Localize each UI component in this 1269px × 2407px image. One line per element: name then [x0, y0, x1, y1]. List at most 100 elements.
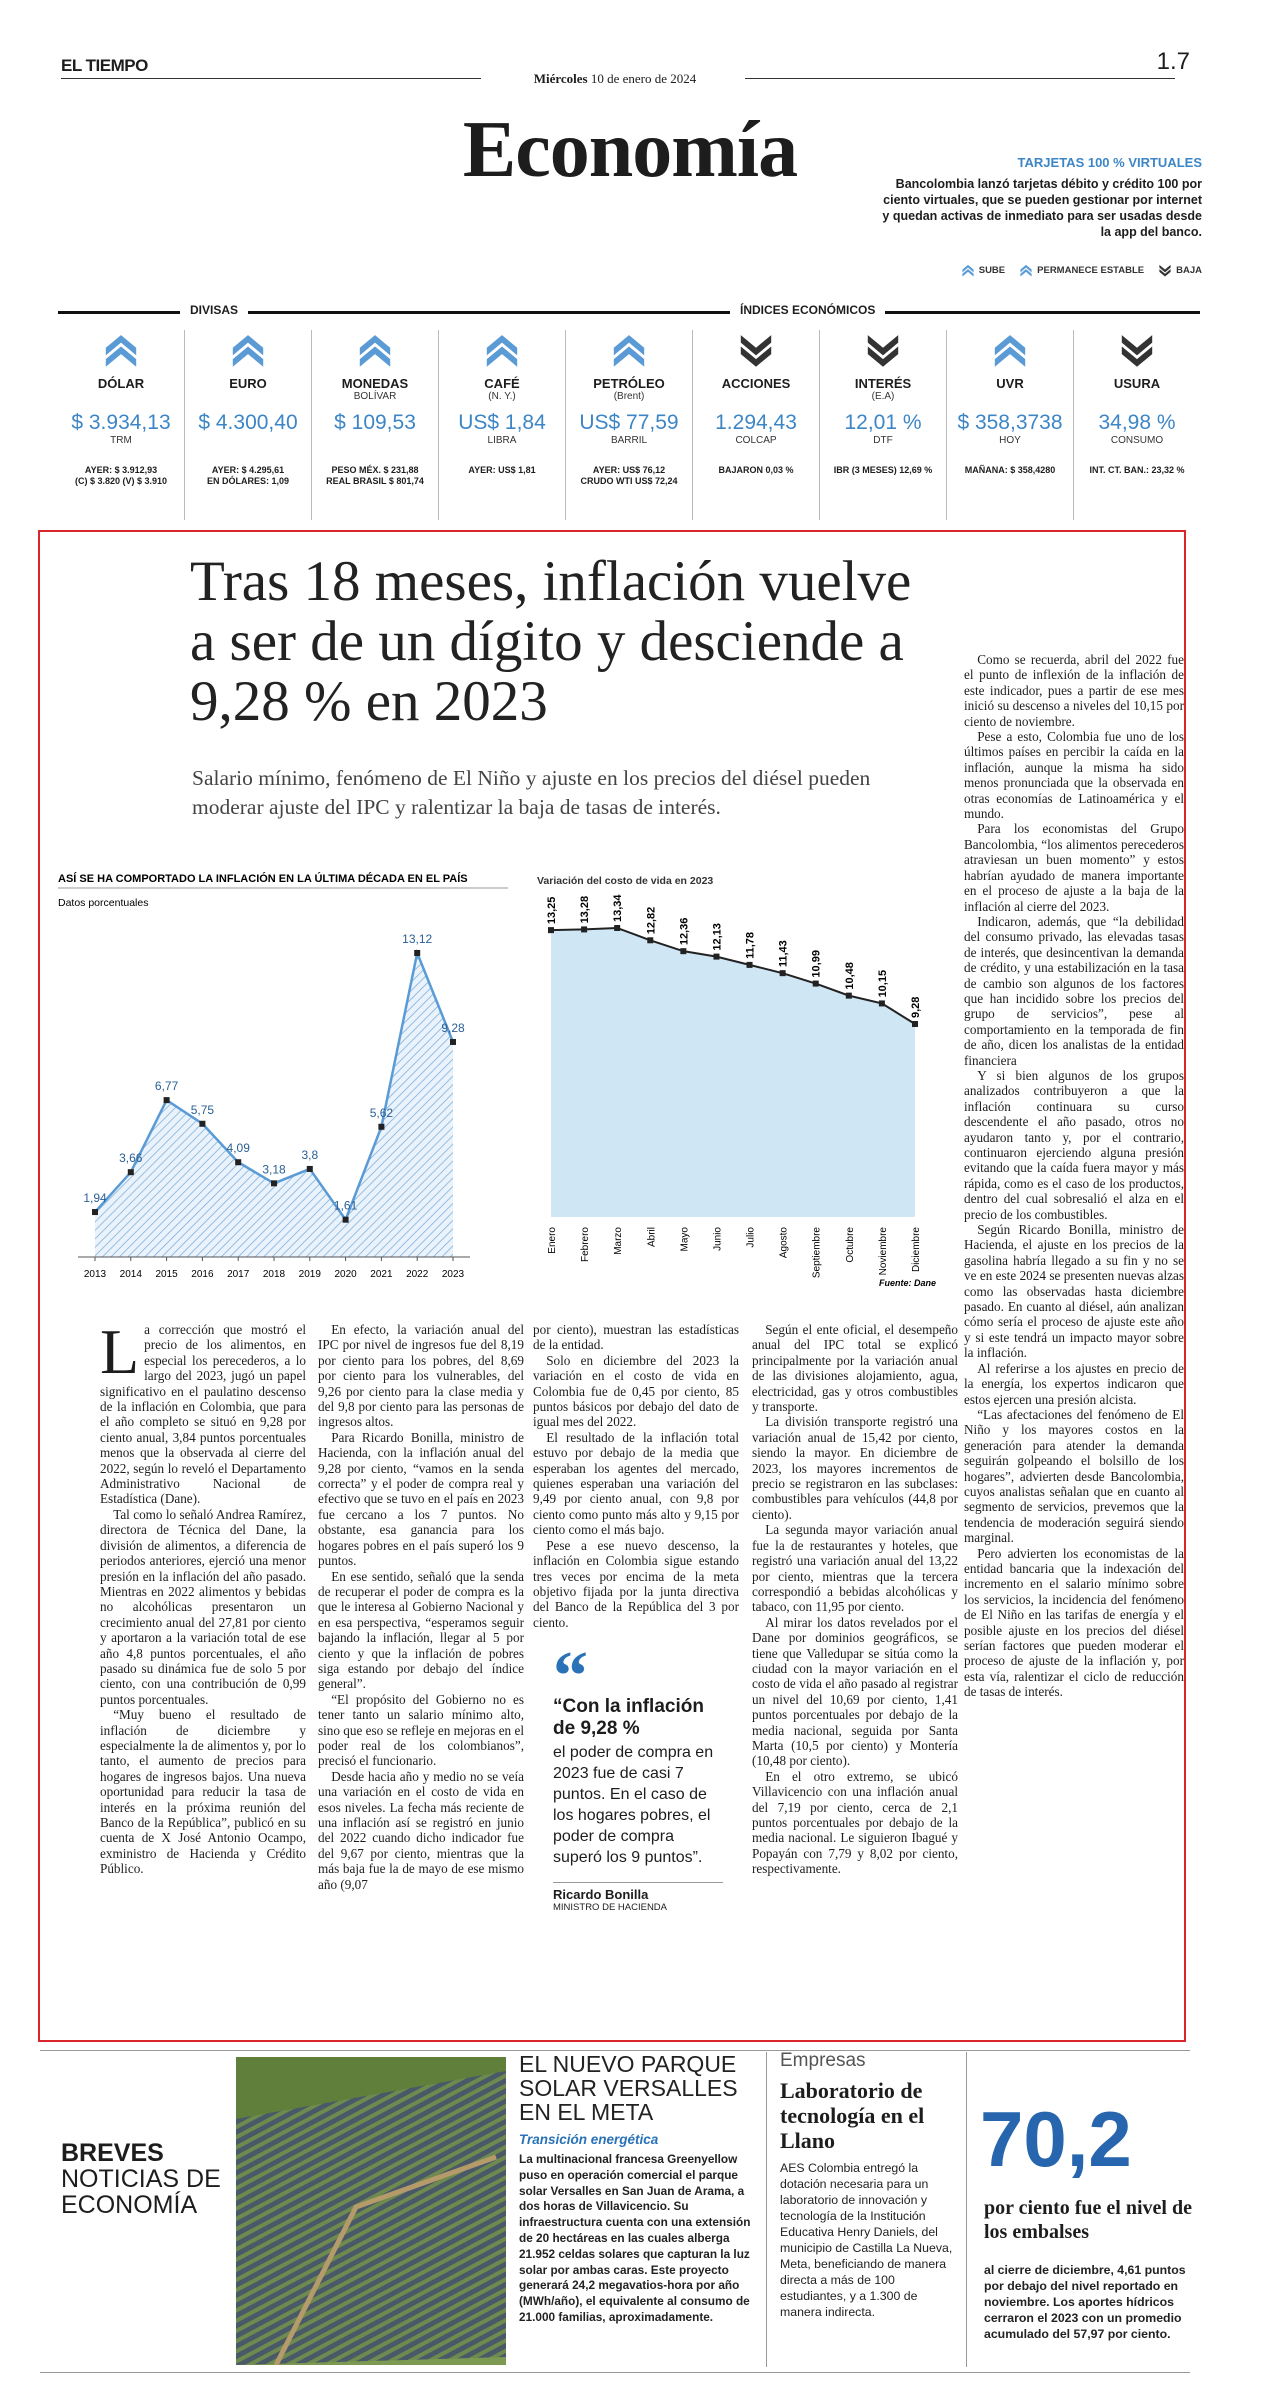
indicator-name: INTERÉS — [854, 376, 912, 391]
chevron — [1020, 269, 1032, 277]
indicator: INTERÉS (E.A) 12,01 % DTF IBR (3 MESES) 12,6… — [820, 330, 947, 520]
marker — [378, 1123, 385, 1130]
trend-icon — [105, 335, 137, 367]
rule — [40, 2050, 1190, 2051]
value-label: 13,34 — [612, 894, 624, 922]
value-label: 10,99 — [811, 950, 823, 978]
indicator-name: DÓLAR — [97, 376, 145, 391]
marker — [845, 992, 852, 999]
rule — [40, 2372, 1190, 2373]
x-tick-label: Diciembre — [911, 1227, 922, 1272]
spacer — [312, 435, 438, 449]
chevron — [962, 264, 974, 273]
chevron — [1159, 264, 1171, 273]
indicator-note: MAÑANA: $ 358,4280 — [964, 465, 1056, 475]
chevron — [232, 346, 264, 367]
indicator-unit: TRM — [110, 435, 132, 446]
spacer — [1074, 391, 1200, 403]
marker — [92, 1209, 98, 1216]
indicator-note: AYER: $ 3.912,93 — [84, 465, 158, 475]
article-column: por ciento), muestran las estadísticas d… — [533, 1322, 739, 1913]
solar-photo — [236, 2057, 506, 2365]
indicator-sub: (N. Y.) — [488, 391, 516, 402]
value-label: 10,15 — [877, 970, 889, 998]
legend-item: BAJA — [1158, 264, 1202, 277]
rule — [766, 2052, 767, 2367]
paragraph: La corrección que mostró el precio de lo… — [100, 1316, 306, 1507]
trend-icon — [1159, 264, 1171, 277]
briefs-label: BREVES NOTICIAS DE ECONOMÍA — [61, 2140, 231, 2218]
indicator-value: US$ 1,84 — [458, 411, 546, 434]
lab-title: Laboratorio de tecnología en el Llano — [780, 2078, 925, 2153]
x-tick-label: 2013 — [84, 1269, 107, 1280]
notes: PESO MÉX. $ 231,88 REAL BRASIL $ 801,74 — [312, 465, 438, 487]
marker — [342, 1216, 349, 1223]
x-tick-label: 2014 — [120, 1269, 143, 1280]
marker — [127, 1169, 134, 1176]
icon-wrap — [820, 330, 946, 370]
section-title: Economía — [462, 106, 798, 194]
paragraph: “Las afectaciones del fenómeno de El Niñ… — [964, 1406, 1184, 1546]
chart-title: ASÍ SE HA COMPORTADO LA INFLACIÓN EN LA … — [58, 872, 468, 885]
paragraph: Indicaron, además, que “la debilidad del… — [964, 913, 1184, 1068]
value-label: 10,48 — [844, 962, 856, 990]
chevron — [613, 335, 645, 356]
marker — [271, 1180, 277, 1187]
x-tick-label: Febrero — [580, 1227, 591, 1262]
indicator-sub: (Brent) — [613, 391, 645, 402]
indicator-name: ACCIONES — [721, 376, 791, 391]
paragraph: Al referirse a los ajustes en precio de … — [964, 1360, 1184, 1407]
indicator-name: USURA — [1113, 376, 1161, 391]
trend-icon — [232, 335, 264, 367]
value-label: 13,25 — [546, 897, 558, 925]
divisas-label: DIVISAS — [180, 303, 249, 317]
quote-role: MINISTRO DE HACIENDA — [553, 1902, 668, 1914]
legend-label: PERMANECE ESTABLE — [1037, 264, 1145, 276]
lab-text: AES Colombia entregó la dotación necesar… — [780, 2161, 953, 2319]
masthead: EL TIEMPO — [61, 56, 148, 75]
area — [551, 928, 915, 1217]
paragraph: En efecto, la variación anual del IPC po… — [318, 1322, 524, 1430]
paragraph: Como se recuerda, abril del 2022 fue el … — [964, 652, 1184, 729]
chevron — [1121, 335, 1153, 356]
paragraph: Al mirar los datos revelados por el Dane… — [752, 1614, 958, 1769]
briefs-bold: BREVES — [61, 2139, 164, 2167]
notes: AYER: $ 4.295,61 EN DÓLARES: 1,09 — [185, 465, 311, 487]
paragraph: Para los economistas del Grupo Bancolomb… — [964, 821, 1184, 914]
spacer — [947, 391, 1073, 403]
area — [95, 953, 453, 1257]
chevron — [105, 335, 137, 356]
indicator-sub: BOLÍVAR — [353, 391, 397, 402]
value-label: 3,66 — [119, 1151, 143, 1165]
indicator-value: $ 4.300,40 — [198, 411, 298, 434]
marker — [878, 1000, 885, 1007]
trend-icon — [994, 335, 1026, 367]
indicator-note: EN DÓLARES: 1,09 — [206, 476, 290, 486]
indicator-note: INT. CT. BAN.: 23,32 % — [1089, 465, 1185, 475]
marker — [306, 1165, 313, 1172]
value-label: 12,13 — [711, 923, 723, 951]
indicator: MONEDAS BOLÍVAR $ 109,53 PESO MÉX. $ 231,88… — [312, 330, 439, 520]
date-line: Miércoles 10 de enero de 2024 — [490, 71, 740, 87]
indicator: UVR $ 358,3738 HOY MAÑANA: $ 358,4280 — [947, 330, 1074, 520]
inflation-decade-chart: ASÍ SE HA COMPORTADO LA INFLACIÓN EN LA … — [58, 872, 508, 1280]
notes: MAÑANA: $ 358,4280 — [947, 465, 1073, 476]
briefs-line: NOTICIAS DE — [61, 2165, 221, 2193]
indicator-unit: LIBRA — [487, 435, 517, 446]
marker — [548, 927, 554, 934]
icon-wrap — [947, 330, 1073, 370]
indicator-note: (C) $ 3.820 (V) $ 3.910 — [74, 476, 168, 486]
trend-icon — [867, 335, 899, 367]
marker — [912, 1021, 918, 1027]
quote-text: el poder de compra en 2023 fue de casi 7… — [553, 1744, 714, 1867]
value-label: 9,28 — [441, 1021, 465, 1035]
rule — [58, 311, 1200, 314]
legend-label: SUBE — [978, 264, 1006, 276]
x-tick-label: Enero — [547, 1227, 558, 1254]
x-tick-label: 2021 — [370, 1269, 393, 1280]
chart-source: Fuente: Dane — [879, 1278, 936, 1288]
article-column: Según el ente oficial, el desempeño anua… — [752, 1322, 958, 1877]
value-label: 1,61 — [334, 1199, 358, 1213]
chevron — [359, 335, 391, 356]
icon-wrap — [58, 330, 184, 370]
